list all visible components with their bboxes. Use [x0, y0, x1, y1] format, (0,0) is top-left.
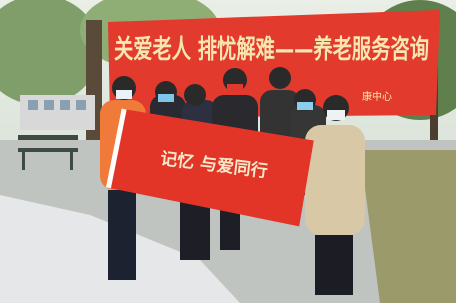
- banner-text: 关爱老人 排忧解难——养老服务咨询: [114, 34, 429, 65]
- photo: 关爱老人 排忧解难——养老服务咨询 康中心 记忆 与爱同行: [0, 0, 456, 303]
- banner-text: 康中心: [362, 90, 392, 103]
